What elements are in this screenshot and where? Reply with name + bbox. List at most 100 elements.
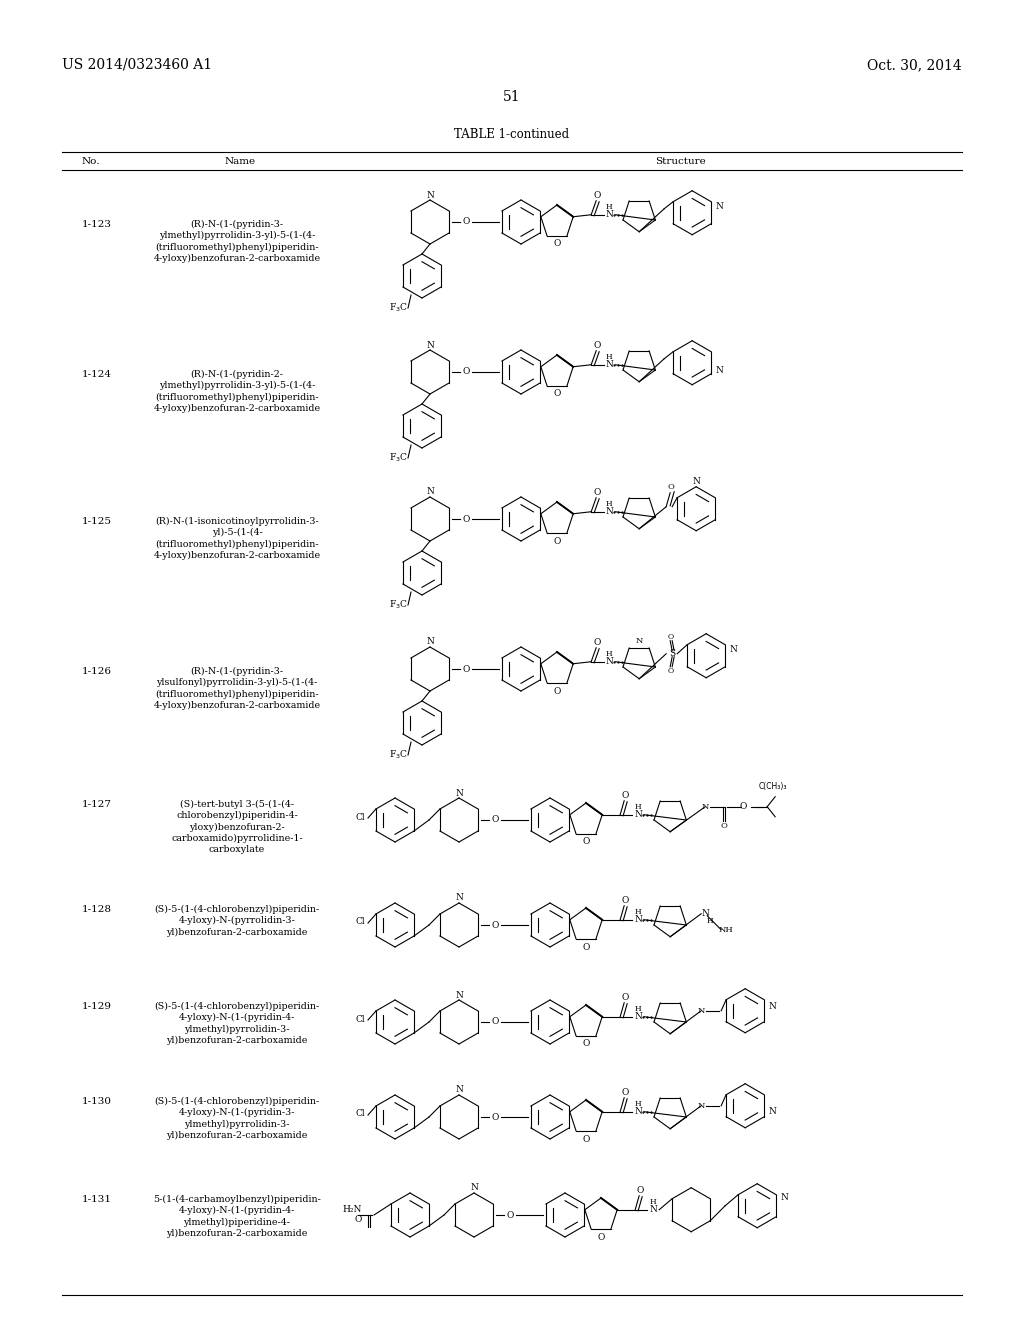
Text: H: H	[635, 1100, 641, 1107]
Text: Name: Name	[224, 157, 256, 165]
Text: 1-124: 1-124	[82, 370, 112, 379]
Text: H: H	[606, 203, 612, 211]
Text: (S)-5-(1-(4-chlorobenzyl)piperidin-
4-yloxy)-N-(pyrrolidin-3-
yl)benzofuran-2-ca: (S)-5-(1-(4-chlorobenzyl)piperidin- 4-yl…	[155, 906, 319, 937]
Text: N: N	[455, 894, 463, 903]
Text: N: N	[605, 210, 613, 219]
Text: N: N	[634, 915, 642, 924]
Text: O: O	[553, 536, 561, 545]
Text: Cl: Cl	[355, 917, 365, 927]
Text: Oct. 30, 2014: Oct. 30, 2014	[867, 58, 962, 73]
Text: (R)-N-(1-(pyridin-2-
ylmethyl)pyrrolidin-3-yl)-5-(1-(4-
(trifluoromethyl)phenyl): (R)-N-(1-(pyridin-2- ylmethyl)pyrrolidin…	[154, 370, 321, 413]
Text: N: N	[426, 341, 434, 350]
Text: Cl: Cl	[355, 813, 365, 821]
Text: N: N	[426, 638, 434, 647]
Text: O: O	[462, 515, 470, 524]
Text: N: N	[701, 803, 709, 810]
Text: H: H	[635, 1005, 641, 1012]
Text: O: O	[492, 816, 499, 825]
Text: N: N	[634, 810, 642, 820]
Text: O: O	[594, 488, 601, 498]
Text: O: O	[553, 686, 561, 696]
Text: US 2014/0323460 A1: US 2014/0323460 A1	[62, 58, 212, 73]
Text: TABLE 1-continued: TABLE 1-continued	[455, 128, 569, 141]
Text: N: N	[649, 1205, 657, 1214]
Text: N: N	[634, 1107, 642, 1117]
Text: N: N	[636, 636, 643, 644]
Text: (S)-5-(1-(4-chlorobenzyl)piperidin-
4-yloxy)-N-(1-(pyridin-4-
ylmethyl)pyrrolidi: (S)-5-(1-(4-chlorobenzyl)piperidin- 4-yl…	[155, 1002, 319, 1045]
Text: O: O	[506, 1210, 514, 1220]
Text: N: N	[692, 478, 700, 486]
Text: (R)-N-(1-(pyridin-3-
ylsulfonyl)pyrrolidin-3-yl)-5-(1-(4-
(trifluoromethyl)pheny: (R)-N-(1-(pyridin-3- ylsulfonyl)pyrrolid…	[154, 667, 321, 710]
Text: H: H	[635, 803, 641, 810]
Text: H: H	[606, 352, 612, 360]
Text: O: O	[739, 803, 746, 812]
Text: Cl: Cl	[355, 1015, 365, 1023]
Text: N: N	[729, 645, 737, 655]
Text: F$_3$C: F$_3$C	[389, 302, 408, 314]
Text: H: H	[650, 1197, 656, 1205]
Text: (R)-N-(1-isonicotinoylpyrrolidin-3-
yl)-5-(1-(4-
(trifluoromethyl)phenyl)piperid: (R)-N-(1-isonicotinoylpyrrolidin-3- yl)-…	[154, 517, 321, 560]
Text: N: N	[605, 360, 613, 370]
Text: H: H	[635, 908, 641, 916]
Text: N: N	[697, 1007, 705, 1015]
Text: O: O	[637, 1187, 644, 1195]
Text: O: O	[583, 837, 590, 846]
Text: O: O	[721, 822, 728, 830]
Text: NH: NH	[719, 925, 733, 933]
Text: N: N	[455, 788, 463, 797]
Text: 5-(1-(4-carbamoylbenzyl)piperidin-
4-yloxy)-N-(1-(pyridin-4-
ylmethyl)piperidine: 5-(1-(4-carbamoylbenzyl)piperidin- 4-ylo…	[153, 1195, 321, 1238]
Text: O: O	[553, 389, 561, 399]
Text: (R)-N-(1-(pyridin-3-
ylmethyl)pyrrolidin-3-yl)-5-(1-(4-
(trifluoromethyl)phenyl): (R)-N-(1-(pyridin-3- ylmethyl)pyrrolidin…	[154, 220, 321, 263]
Text: N: N	[697, 1102, 705, 1110]
Text: O: O	[594, 342, 601, 350]
Text: O: O	[668, 632, 674, 640]
Text: O: O	[354, 1214, 361, 1224]
Text: N: N	[426, 487, 434, 496]
Text: N: N	[768, 1107, 776, 1117]
Text: N: N	[455, 990, 463, 999]
Text: O: O	[594, 191, 601, 201]
Text: O: O	[622, 993, 629, 1002]
Text: No.: No.	[82, 157, 100, 165]
Text: O: O	[462, 367, 470, 376]
Text: N: N	[701, 909, 709, 919]
Text: O: O	[668, 483, 675, 491]
Text: O: O	[622, 791, 629, 800]
Text: O: O	[622, 896, 629, 906]
Text: O: O	[553, 239, 561, 248]
Text: O: O	[583, 942, 590, 952]
Text: N: N	[426, 190, 434, 199]
Text: 1-130: 1-130	[82, 1097, 112, 1106]
Text: F$_3$C: F$_3$C	[389, 451, 408, 465]
Text: 1-125: 1-125	[82, 517, 112, 525]
Text: N: N	[455, 1085, 463, 1094]
Text: S: S	[669, 649, 675, 659]
Text: O: O	[492, 1018, 499, 1027]
Text: N: N	[605, 507, 613, 516]
Text: 1-129: 1-129	[82, 1002, 112, 1011]
Text: Structure: Structure	[654, 157, 706, 165]
Text: H: H	[606, 649, 612, 657]
Text: N: N	[634, 1012, 642, 1022]
Text: O: O	[622, 1088, 629, 1097]
Text: O: O	[492, 920, 499, 929]
Text: O: O	[462, 218, 470, 227]
Text: O: O	[668, 667, 674, 675]
Text: O: O	[597, 1233, 605, 1242]
Text: O: O	[492, 1113, 499, 1122]
Text: 1-127: 1-127	[82, 800, 112, 809]
Text: 51: 51	[503, 90, 521, 104]
Text: 1-128: 1-128	[82, 906, 112, 913]
Text: (S)-tert-butyl 3-(5-(1-(4-
chlorobenzyl)piperidin-4-
yloxy)benzofuran-2-
carboxa: (S)-tert-butyl 3-(5-(1-(4- chlorobenzyl)…	[171, 800, 303, 854]
Text: 1-123: 1-123	[82, 220, 112, 228]
Text: F$_3$C: F$_3$C	[389, 599, 408, 611]
Text: O: O	[462, 664, 470, 673]
Text: N: N	[768, 1002, 776, 1011]
Text: N: N	[470, 1184, 478, 1192]
Text: H: H	[606, 500, 612, 508]
Text: (S)-5-(1-(4-chlorobenzyl)piperidin-
4-yloxy)-N-(1-(pyridin-3-
ylmethyl)pyrrolidi: (S)-5-(1-(4-chlorobenzyl)piperidin- 4-yl…	[155, 1097, 319, 1140]
Text: 1-131: 1-131	[82, 1195, 112, 1204]
Text: N: N	[605, 657, 613, 667]
Text: F$_3$C: F$_3$C	[389, 748, 408, 762]
Text: 1-126: 1-126	[82, 667, 112, 676]
